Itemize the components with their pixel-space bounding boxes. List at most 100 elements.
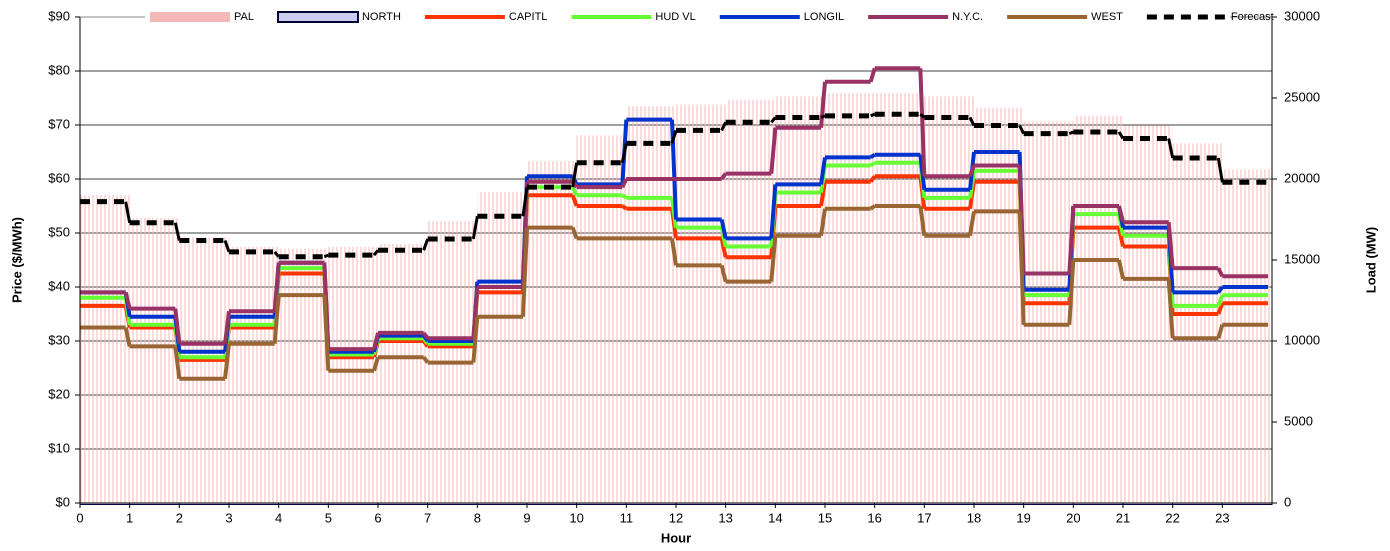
step-riser xyxy=(1117,227,1125,247)
step-riser xyxy=(223,343,231,380)
x-tick-label: 13 xyxy=(718,510,732,525)
y-tick-label: $30 xyxy=(48,332,70,347)
y-tick-label: $20 xyxy=(48,386,70,401)
step-riser xyxy=(124,201,132,224)
legend-swatch xyxy=(150,12,230,22)
y2-tick-label: 25000 xyxy=(1284,89,1320,104)
bar xyxy=(1073,115,1123,503)
y2-axis-label: Load (MW) xyxy=(1363,227,1378,293)
x-tick-label: 2 xyxy=(176,510,183,525)
step-riser xyxy=(719,264,728,283)
step-riser xyxy=(571,162,579,188)
step-riser xyxy=(720,172,728,181)
bar xyxy=(527,161,577,503)
y-tick-label: $70 xyxy=(48,116,70,131)
step-riser xyxy=(1167,138,1175,159)
legend-label: LONGIL xyxy=(804,11,844,23)
legend-label: PAL xyxy=(234,11,254,23)
legend-label: N.Y.C. xyxy=(952,11,983,23)
step-riser xyxy=(919,113,926,119)
step-riser xyxy=(1216,302,1225,315)
y-tick-label: $90 xyxy=(48,8,70,23)
y-tick-label: $60 xyxy=(48,170,70,185)
step-riser xyxy=(1067,259,1076,325)
legend-label: NORTH xyxy=(362,11,401,23)
step-riser xyxy=(1216,294,1225,307)
step-riser xyxy=(719,219,728,239)
step-riser xyxy=(272,294,281,344)
x-tick-label: 14 xyxy=(768,510,782,525)
step-riser xyxy=(372,356,380,372)
step-riser xyxy=(769,127,778,174)
y2-tick-label: 15000 xyxy=(1284,251,1320,266)
step-riser xyxy=(173,308,182,344)
step-riser xyxy=(1216,324,1225,339)
bar xyxy=(825,93,875,503)
step-riser xyxy=(521,186,529,217)
legend-label: CAPITL xyxy=(509,11,548,23)
bar xyxy=(974,107,1024,503)
legend-label: WEST xyxy=(1091,11,1123,23)
y-axis-label: Price ($/MWh) xyxy=(9,217,24,303)
step-riser xyxy=(471,286,480,339)
step-riser xyxy=(770,116,777,124)
step-riser xyxy=(223,311,231,344)
bar xyxy=(676,104,726,503)
step-riser xyxy=(620,178,629,188)
bar xyxy=(328,247,378,503)
step-riser xyxy=(1216,267,1225,278)
step-riser xyxy=(272,262,281,312)
y2-tick-label: 5000 xyxy=(1284,413,1313,428)
x-tick-label: 8 xyxy=(474,510,481,525)
x-tick-label: 9 xyxy=(523,510,530,525)
bar xyxy=(576,135,627,503)
y2-tick-label: 30000 xyxy=(1284,8,1320,23)
step-riser xyxy=(719,237,728,258)
step-riser xyxy=(1117,205,1125,223)
bar xyxy=(1023,120,1074,504)
step-riser xyxy=(819,157,827,185)
bar xyxy=(725,99,776,504)
step-riser xyxy=(670,129,678,144)
bar xyxy=(924,96,974,503)
x-tick-label: 3 xyxy=(225,510,232,525)
bar xyxy=(477,191,527,503)
step-riser xyxy=(1117,131,1125,140)
bar xyxy=(1123,125,1173,503)
step-riser xyxy=(372,249,380,257)
step-riser xyxy=(819,81,827,128)
legend-swatch xyxy=(276,11,359,23)
step-riser xyxy=(819,181,827,207)
x-tick-label: 16 xyxy=(867,510,881,525)
step-riser xyxy=(869,161,876,168)
bar xyxy=(129,217,180,503)
step-riser xyxy=(869,153,876,160)
legend: PAL NORTH CAPITL HUD VL LONGIL N.Y.C. WEST Fore… xyxy=(145,8,1274,26)
step-riser xyxy=(819,208,827,236)
x-tick-label: 21 xyxy=(1116,510,1130,525)
step-riser xyxy=(820,114,826,119)
x-tick-label: 22 xyxy=(1165,510,1179,525)
step-riser xyxy=(223,240,231,253)
step-riser xyxy=(769,184,778,239)
x-tick-label: 7 xyxy=(424,510,431,525)
step-riser xyxy=(1068,130,1074,136)
x-tick-label: 18 xyxy=(967,510,981,525)
legend-label: HUD VL xyxy=(655,11,695,23)
step-riser xyxy=(422,356,430,364)
step-riser xyxy=(521,227,529,317)
x-tick-label: 17 xyxy=(917,510,931,525)
y-tick-label: $40 xyxy=(48,278,70,293)
step-riser xyxy=(1166,222,1175,269)
bar xyxy=(80,195,130,503)
x-tick-label: 19 xyxy=(1016,510,1030,525)
legend-bg xyxy=(145,8,1230,26)
step-riser xyxy=(968,211,976,237)
step-riser xyxy=(720,121,728,132)
x-tick-label: 1 xyxy=(126,510,133,525)
step-riser xyxy=(123,291,132,310)
step-riser xyxy=(570,186,579,197)
x-tick-label: 5 xyxy=(325,510,332,525)
legend-label: Forecast xyxy=(1231,11,1274,23)
